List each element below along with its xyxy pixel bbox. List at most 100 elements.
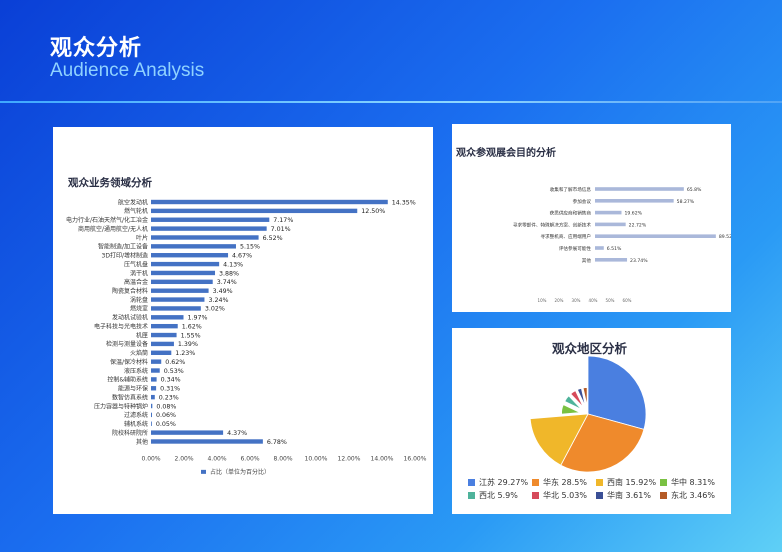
category-label: 辅机系统: [124, 420, 148, 428]
business-field-chart-title: 观众业务领域分析: [68, 177, 152, 189]
category-label: 控制&辅助系统: [107, 376, 148, 384]
visit-purpose-chart: 收集和了解市场信息 65.8% 参加会议 58.27% 获悉供应商和销售商 19.62% 寻…: [513, 186, 731, 303]
x-tick-label: 10.00%: [305, 455, 328, 462]
x-tick-label: 50%: [606, 298, 615, 303]
value-label: 7.01%: [271, 226, 291, 233]
value-label: 4.67%: [232, 253, 252, 260]
value-label: 0.08%: [156, 403, 176, 410]
value-label: 0.62%: [165, 359, 185, 366]
bar: [151, 368, 160, 373]
category-label: 发动机试验机: [112, 314, 148, 322]
value-label: 58.27%: [677, 199, 695, 205]
bar: [151, 403, 153, 409]
bar: [595, 210, 622, 215]
category-label: 燃烧室: [130, 305, 148, 313]
legend-swatch: [596, 492, 603, 499]
legend-swatch: [596, 479, 603, 486]
value-label: 1.23%: [175, 350, 195, 357]
bar: [151, 386, 157, 391]
x-tick-label: 2.00%: [174, 455, 193, 462]
legend-swatch: [532, 479, 539, 486]
value-label: 1.39%: [178, 341, 198, 348]
x-tick-label: 30%: [572, 298, 581, 303]
category-label: 3D打印/增材制造: [102, 252, 148, 260]
bar: [151, 439, 263, 444]
category-label: 收集和了解市场信息: [550, 186, 592, 193]
value-label: 4.37%: [227, 430, 247, 437]
value-label: 0.31%: [160, 386, 180, 393]
pie-slice: [570, 390, 584, 408]
value-label: 3.24%: [208, 297, 228, 304]
category-label: 评估参展可能性: [559, 245, 592, 252]
bar: [151, 199, 388, 205]
category-label: 陶瓷复合材料: [112, 287, 148, 295]
bar: [151, 217, 270, 222]
value-label: 6.51%: [607, 246, 622, 252]
legend-label: 华东 28.5%: [543, 477, 587, 487]
x-tick-label: 10%: [538, 298, 547, 303]
legend-label: 东北 3.46%: [671, 490, 715, 500]
category-label: 检测与测量设备: [106, 340, 148, 348]
header-divider: [0, 101, 782, 103]
category-label: 保温/保冷材料: [110, 358, 148, 366]
legend-swatch: [532, 492, 539, 499]
bar: [151, 244, 236, 249]
bar: [151, 297, 205, 302]
bar: [595, 258, 628, 262]
x-tick-label: 4.00%: [207, 455, 226, 462]
bar: [151, 288, 209, 293]
legend-swatch: [468, 492, 475, 499]
legend-label: 江苏 29.27%: [479, 477, 528, 487]
category-label: 压气机盘: [124, 260, 148, 268]
visit-purpose-chart-title: 观众参观展会目的分析: [456, 148, 556, 159]
legend-label: 华北 5.03%: [543, 490, 587, 500]
category-label: 机匣: [136, 331, 148, 339]
value-label: 3.49%: [213, 288, 233, 295]
bar: [151, 261, 220, 267]
legend-swatch: [201, 469, 206, 474]
legend-label: 占比（单位为百分比）: [210, 468, 270, 476]
category-label: 智能制造/加工设备: [98, 243, 148, 251]
category-label: 获悉供应商和销售商: [550, 210, 592, 217]
business-field-chart: 航空发动机 14.35% 燃气轮机 12.50% 电力行业/石油天然气/化工冶金 7.17…: [66, 198, 427, 476]
region-chart: 江苏 29.27% 华东 28.5% 西南 15.92% 华中 8.31% 西北 5.9…: [468, 355, 715, 500]
category-label: 液压系统: [124, 367, 148, 375]
x-tick-label: 16.00%: [404, 455, 427, 462]
bar: [151, 350, 172, 355]
x-tick-label: 6.00%: [240, 455, 259, 462]
page-subtitle: Audience Analysis: [50, 60, 205, 81]
category-label: 高温合金: [124, 278, 148, 286]
value-label: 0.06%: [156, 412, 176, 419]
bar: [151, 279, 213, 285]
bar: [595, 222, 626, 227]
bar: [151, 421, 152, 426]
legend-label: 华中 8.31%: [671, 477, 715, 487]
value-label: 6.78%: [267, 439, 287, 446]
bar: [151, 315, 184, 320]
category-label: 燃气轮机: [124, 207, 148, 215]
value-label: 1.97%: [188, 315, 208, 322]
legend-label: 华南 3.61%: [607, 490, 651, 500]
visit-purpose-panel: 观众参观展会目的分析 收集和了解市场信息 65.8% 参加会议 58.27% 获悉供应商…: [452, 124, 731, 312]
bar: [151, 306, 201, 311]
bar: [151, 377, 157, 382]
bar: [595, 187, 684, 191]
pie-slice: [587, 355, 647, 430]
bar: [595, 246, 604, 250]
legend-swatch: [660, 492, 667, 499]
value-label: 3.02%: [205, 306, 225, 313]
category-label: 院校科研院所: [112, 429, 148, 437]
category-label: 火焰筒: [130, 349, 148, 357]
category-label: 涡轮盘: [130, 296, 148, 304]
value-label: 0.53%: [164, 368, 184, 375]
page-title: 观众分析: [50, 36, 143, 61]
x-tick-label: 12.00%: [338, 455, 361, 462]
business-field-panel: 观众业务领域分析 航空发动机 14.35% 燃气轮机 12.50% 电力行业/石油天然气…: [53, 127, 433, 514]
bar: [151, 208, 358, 214]
bar: [151, 270, 216, 276]
value-label: 0.23%: [159, 394, 179, 401]
value-label: 22.72%: [629, 222, 647, 228]
value-label: 89.52%: [719, 234, 731, 240]
value-label: 3.88%: [219, 270, 239, 277]
value-label: 3.74%: [217, 279, 237, 286]
